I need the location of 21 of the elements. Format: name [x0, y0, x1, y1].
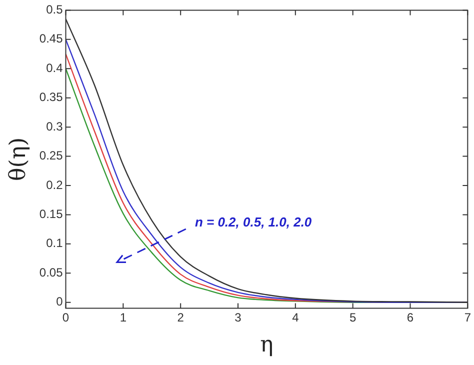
y-tick-label: 0.45 — [39, 32, 64, 46]
y-axis-title: θ(η) — [6, 137, 31, 181]
y-tick-label: 0.15 — [39, 207, 64, 222]
x-tick-label: 4 — [292, 310, 300, 325]
annotation: n = 0.2, 0.5, 1.0, 2.0 — [194, 214, 312, 230]
x-axis-title: η — [260, 332, 274, 358]
y-tick-label: 0.2 — [46, 178, 64, 192]
x-tick-label: 6 — [406, 310, 414, 325]
y-tick-label: 0 — [56, 294, 64, 309]
x-tick-label: 5 — [349, 310, 356, 325]
x-tick-label: 7 — [464, 310, 472, 325]
y-tick-label: 0.25 — [39, 148, 64, 163]
x-tick-label: 3 — [234, 310, 242, 325]
y-tick-label: 0.4 — [46, 60, 64, 75]
x-tick-label: 1 — [120, 310, 127, 325]
y-tick-label: 0.1 — [46, 236, 64, 250]
y-tick-label: 0.5 — [46, 2, 64, 17]
y-tick-label: 0.05 — [39, 265, 64, 280]
y-tick-label: 0.3 — [46, 119, 64, 134]
y-tick-label: 0.35 — [39, 90, 64, 104]
x-tick-label: 2 — [177, 310, 184, 325]
